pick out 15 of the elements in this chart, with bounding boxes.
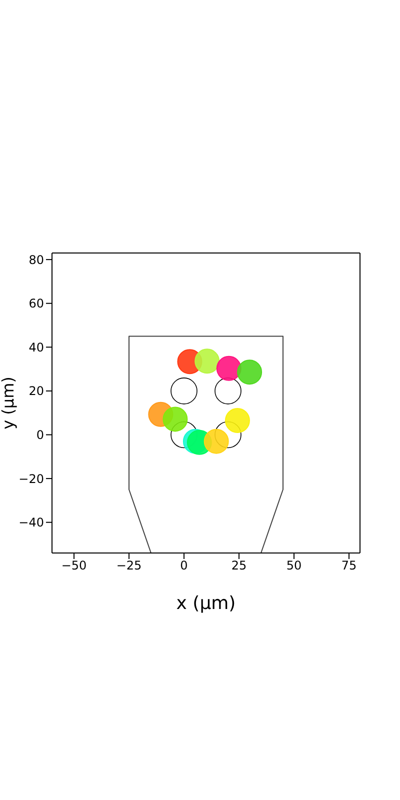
x-tick-label: 25 bbox=[231, 558, 247, 573]
y-tick-label: 0 bbox=[36, 428, 44, 442]
x-tick-label: −50 bbox=[61, 558, 87, 573]
y-axis-title: y (μm) bbox=[0, 376, 18, 430]
x-axis-title: x (μm) bbox=[176, 593, 236, 614]
x-tick-label: 50 bbox=[286, 558, 302, 573]
y-tick-label: 40 bbox=[28, 340, 44, 354]
y-tick-label: 60 bbox=[28, 296, 44, 311]
x-tick-label: 75 bbox=[341, 558, 357, 573]
x-tick-label: −25 bbox=[116, 558, 142, 573]
y-tick-label: −40 bbox=[18, 516, 44, 530]
y-tick-label: 20 bbox=[28, 384, 44, 398]
y-tick-label: 80 bbox=[28, 252, 44, 267]
x-tick-label: 0 bbox=[180, 558, 188, 573]
y-tick-label: −20 bbox=[18, 472, 44, 486]
